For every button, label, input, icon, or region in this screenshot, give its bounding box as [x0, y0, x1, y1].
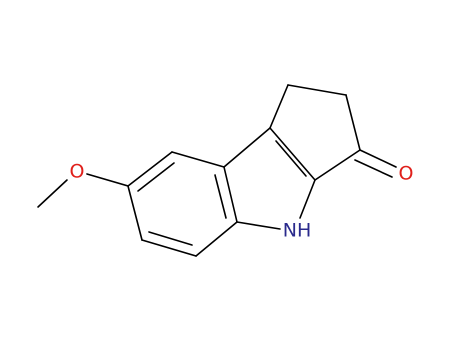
- bond: [269, 127, 316, 181]
- bond: [359, 149, 397, 168]
- bond: [127, 151, 173, 187]
- bond: [223, 127, 271, 168]
- bonds: [37, 84, 397, 257]
- bond: [195, 221, 238, 257]
- atom-label: O: [399, 163, 414, 185]
- bond: [86, 173, 129, 187]
- bond: [127, 185, 143, 241]
- bond: [137, 162, 175, 192]
- bond: [354, 159, 393, 178]
- atom-label: O: [70, 161, 85, 183]
- bond: [299, 179, 316, 219]
- bond: [236, 221, 281, 230]
- bond: [223, 166, 238, 223]
- bond: [275, 140, 307, 177]
- bond: [287, 84, 347, 96]
- bond: [345, 94, 361, 151]
- bond: [269, 84, 289, 129]
- bond: [214, 174, 227, 219]
- bond: [171, 151, 225, 168]
- bond: [141, 239, 197, 257]
- bond: [314, 149, 361, 181]
- atom-label: NH: [283, 220, 312, 242]
- bond: [148, 231, 193, 246]
- bond: [37, 179, 68, 208]
